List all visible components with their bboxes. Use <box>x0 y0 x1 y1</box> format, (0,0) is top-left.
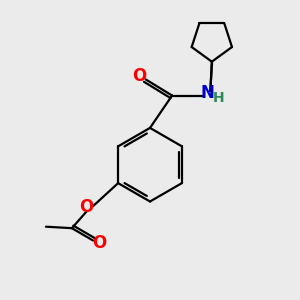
Text: O: O <box>92 234 107 252</box>
Text: O: O <box>132 67 146 85</box>
Text: N: N <box>200 85 214 103</box>
Text: O: O <box>80 198 94 216</box>
Text: H: H <box>212 92 224 106</box>
